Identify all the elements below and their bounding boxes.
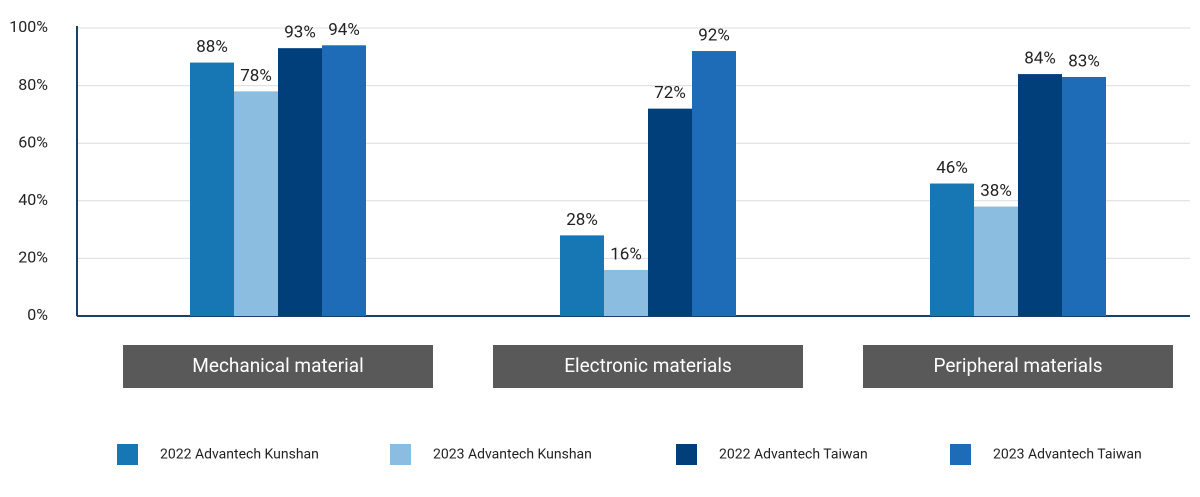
y-tick-label: 40% <box>18 190 48 209</box>
x-tick-label: Peripheral materials <box>933 354 1102 377</box>
y-tick-label: 60% <box>18 132 48 151</box>
bar <box>648 108 692 316</box>
data-label: 16% <box>610 244 642 264</box>
bar <box>974 206 1018 316</box>
legend-label: 2022 Advantech Kunshan <box>160 447 319 463</box>
y-tick-label: 20% <box>18 248 48 267</box>
bar <box>1062 76 1106 317</box>
category-box <box>123 345 433 388</box>
x-tick-label: Electronic materials <box>564 354 732 377</box>
bar <box>560 235 604 316</box>
legend-swatch <box>117 444 138 465</box>
y-tick-label: 80% <box>18 75 48 94</box>
data-label: 92% <box>698 26 730 46</box>
legend-swatch <box>950 444 971 465</box>
x-tick-label: Mechanical material <box>192 354 363 377</box>
bar <box>278 48 322 316</box>
data-label: 46% <box>936 158 968 178</box>
data-label: 93% <box>284 23 316 43</box>
legend-label: 2022 Advantech Taiwan <box>719 447 868 463</box>
category-box <box>863 345 1173 388</box>
legend-swatch <box>390 444 411 465</box>
data-label: 83% <box>1068 51 1100 71</box>
data-label: 72% <box>654 83 686 103</box>
y-tick-label: 100% <box>9 17 48 36</box>
bar <box>930 183 974 316</box>
bar <box>234 91 278 316</box>
data-label: 28% <box>566 210 598 230</box>
data-label: 38% <box>980 181 1012 201</box>
legend-swatch <box>676 444 697 465</box>
data-label: 78% <box>240 66 272 86</box>
bar <box>1018 74 1062 316</box>
legend-label: 2023 Advantech Kunshan <box>433 447 592 463</box>
bar <box>692 51 736 316</box>
data-label: 84% <box>1024 49 1056 69</box>
bar <box>604 269 648 316</box>
bar <box>190 62 234 317</box>
data-label: 88% <box>196 37 228 57</box>
legend-label: 2023 Advantech Taiwan <box>993 447 1142 463</box>
y-tick-label: 0% <box>27 305 48 324</box>
bar <box>322 45 366 316</box>
data-label: 94% <box>328 20 360 40</box>
category-box <box>493 345 803 388</box>
